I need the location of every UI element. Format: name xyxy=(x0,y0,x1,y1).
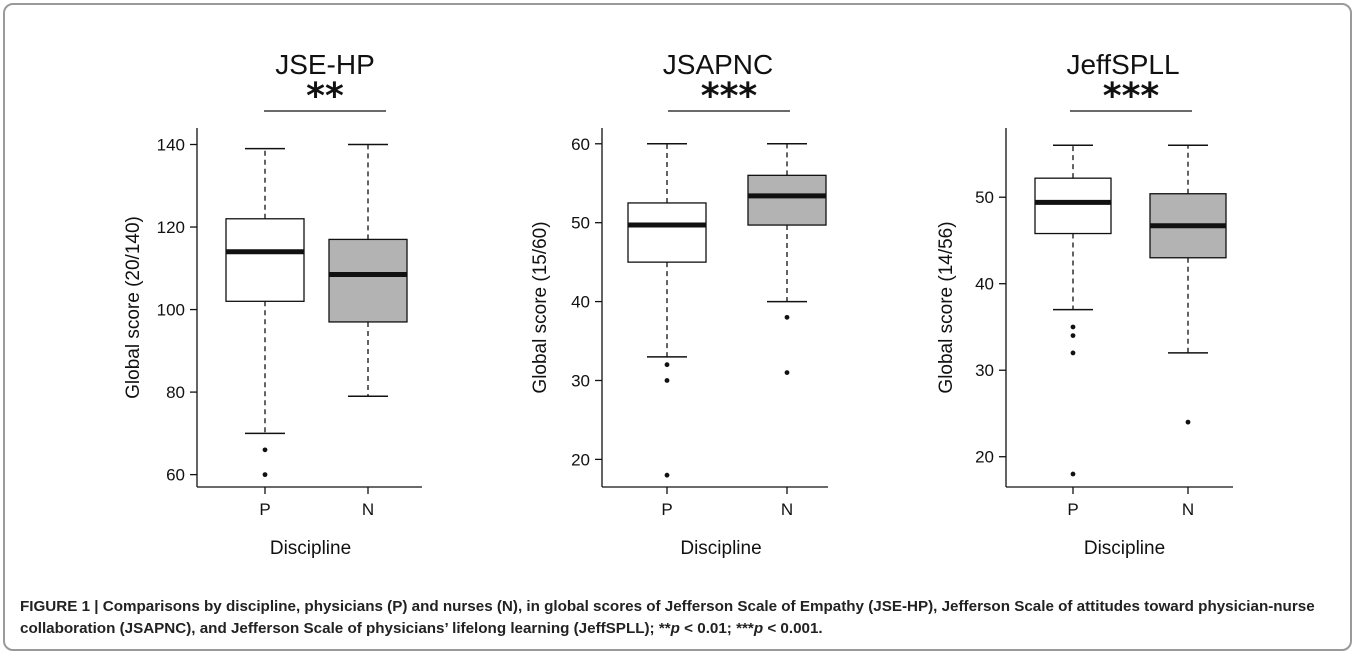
x-tick-label: N xyxy=(362,500,374,519)
chart-title: JeffSPLL xyxy=(1066,49,1179,80)
outlier-point xyxy=(784,370,790,375)
caption-lead: FIGURE 1 | Comparisons by discipline, ph… xyxy=(20,598,1315,637)
outlier-point xyxy=(664,362,670,368)
y-tick-label: 100 xyxy=(157,301,185,320)
x-tick-label: P xyxy=(661,500,672,519)
figure-charts: JSE-HP** 60 80 100 120 140 P N Discipline Global … xyxy=(123,49,1233,559)
y-tick-label: 140 xyxy=(157,136,185,155)
x-axis-title: Discipline xyxy=(680,538,761,559)
outlier-point xyxy=(1070,350,1076,356)
box-n xyxy=(328,238,408,323)
outlier-point xyxy=(1070,324,1076,330)
y-tick-label: 60 xyxy=(166,466,185,485)
outlier-point xyxy=(262,447,268,453)
y-tick-label: 20 xyxy=(571,450,590,469)
panel-jeffspll: JeffSPLL*** 20 30 40 50 P N Discipline Global sc… xyxy=(936,49,1233,559)
chart-title: JSAPNC xyxy=(663,49,773,80)
caption-p-symbol-1: p xyxy=(670,620,680,637)
y-axis-title: Global score (20/140) xyxy=(123,216,144,399)
caption-tail: < 0.001. xyxy=(763,620,823,637)
x-tick-label: N xyxy=(1182,500,1194,519)
outlier-point xyxy=(664,378,670,383)
outlier-point xyxy=(784,314,790,320)
y-tick-label: 120 xyxy=(157,218,185,237)
caption-mid: < 0.01; *** xyxy=(679,620,754,637)
y-tick-label: 20 xyxy=(975,448,994,467)
panel-jsapnc: JSAPNC*** 20 30 40 50 60 P N Discipline Global sc… xyxy=(530,49,828,559)
y-tick-label: 80 xyxy=(166,383,185,402)
y-tick-label: 40 xyxy=(571,293,590,312)
significance-stars: ** xyxy=(306,76,344,117)
x-axis-title: Discipline xyxy=(1084,538,1165,559)
caption-p-symbol-2: p xyxy=(753,620,764,637)
outlier-point xyxy=(262,472,268,478)
y-axis-title: Global score (15/60) xyxy=(530,221,551,393)
x-tick-label: P xyxy=(259,500,270,519)
figure-caption: FIGURE 1 | Comparisons by discipline, ph… xyxy=(20,596,1340,640)
y-tick-label: 30 xyxy=(571,371,590,390)
box-n xyxy=(747,174,827,226)
box-p xyxy=(1034,177,1112,235)
y-axis-title: Global score (14/56) xyxy=(936,221,957,393)
y-tick-label: 50 xyxy=(571,214,590,233)
outlier-point xyxy=(1070,333,1076,339)
significance-stars: *** xyxy=(701,76,758,117)
outlier-point xyxy=(1070,471,1076,477)
y-tick-label: 60 xyxy=(571,135,590,154)
panel-jse-hp: JSE-HP** 60 80 100 120 140 P N Discipline Global … xyxy=(123,49,422,559)
box-p xyxy=(627,202,707,263)
outlier-point xyxy=(1185,419,1191,425)
significance-stars: *** xyxy=(1103,76,1160,117)
x-axis-title: Discipline xyxy=(270,538,351,559)
y-tick-label: 30 xyxy=(975,361,994,380)
chart-title: JSE-HP xyxy=(275,49,375,80)
box-p xyxy=(225,218,305,302)
x-tick-label: P xyxy=(1067,500,1078,519)
y-tick-label: 40 xyxy=(975,275,994,294)
outlier-point xyxy=(664,472,670,478)
x-tick-label: N xyxy=(781,500,793,519)
y-tick-label: 50 xyxy=(975,188,994,207)
